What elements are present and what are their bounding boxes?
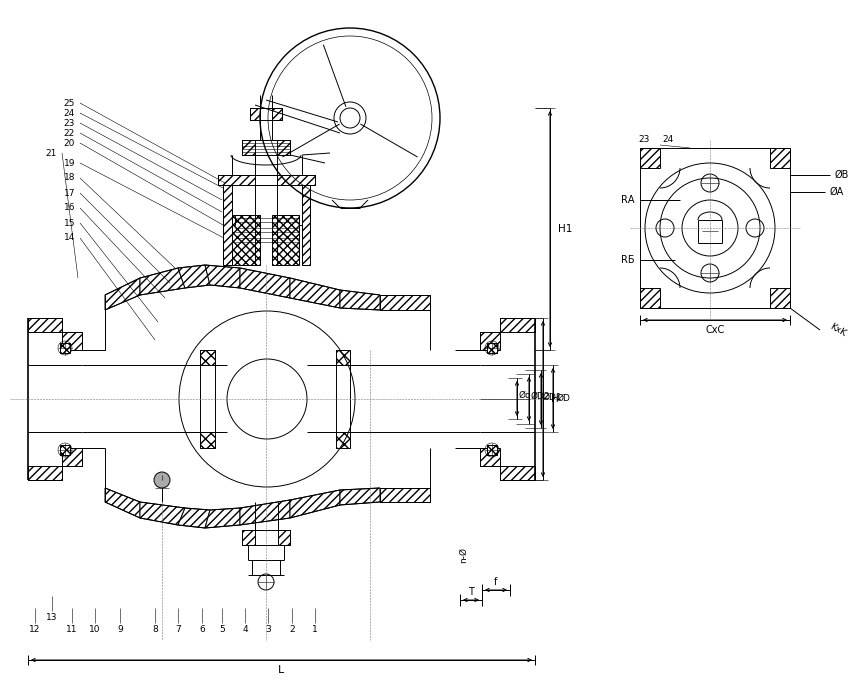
Text: T: T [468, 587, 474, 597]
Polygon shape [60, 445, 70, 455]
Polygon shape [640, 288, 660, 308]
Polygon shape [487, 343, 497, 353]
Text: 17: 17 [63, 189, 75, 198]
Text: 11: 11 [67, 626, 78, 635]
Polygon shape [140, 502, 185, 525]
Polygon shape [60, 343, 70, 353]
Polygon shape [62, 448, 82, 466]
Text: 18: 18 [63, 173, 75, 182]
Text: 12: 12 [29, 626, 41, 635]
Text: RБ: RБ [621, 255, 635, 265]
Polygon shape [272, 215, 299, 265]
Text: 15: 15 [63, 219, 75, 227]
Polygon shape [223, 185, 232, 265]
Polygon shape [200, 350, 215, 365]
Text: 25: 25 [64, 99, 75, 108]
Text: 9: 9 [118, 626, 123, 635]
Polygon shape [242, 140, 255, 155]
Text: ØD2: ØD2 [531, 391, 550, 401]
Polygon shape [272, 108, 282, 120]
Polygon shape [770, 148, 790, 168]
Text: 20: 20 [64, 138, 75, 147]
Polygon shape [205, 265, 240, 288]
Polygon shape [380, 488, 430, 502]
Polygon shape [336, 350, 350, 365]
Text: 23: 23 [638, 136, 650, 145]
Polygon shape [205, 508, 240, 528]
Text: 23: 23 [64, 119, 75, 127]
Polygon shape [290, 490, 340, 518]
Polygon shape [302, 185, 310, 265]
Text: 1: 1 [312, 626, 318, 635]
Polygon shape [242, 530, 255, 545]
Text: KxK: KxK [828, 322, 848, 338]
Text: 16: 16 [63, 203, 75, 212]
Polygon shape [232, 215, 260, 265]
Text: 4: 4 [242, 626, 248, 635]
Polygon shape [480, 448, 500, 466]
Text: 10: 10 [89, 626, 101, 635]
Text: ØA: ØA [830, 187, 844, 197]
Text: H: H [551, 394, 559, 404]
Polygon shape [277, 140, 290, 155]
Polygon shape [178, 265, 210, 288]
Polygon shape [487, 445, 497, 455]
Text: CxC: CxC [705, 325, 725, 335]
Polygon shape [340, 290, 380, 310]
Text: ØB: ØB [835, 170, 849, 180]
Text: H1: H1 [558, 224, 572, 234]
Text: 5: 5 [219, 626, 225, 635]
Text: f: f [494, 577, 498, 587]
Polygon shape [380, 295, 430, 310]
Text: 2: 2 [289, 626, 295, 635]
Polygon shape [770, 288, 790, 308]
Text: 22: 22 [64, 129, 75, 138]
Text: L: L [278, 665, 284, 675]
Text: 3: 3 [265, 626, 271, 635]
Polygon shape [105, 278, 140, 310]
Polygon shape [290, 278, 340, 308]
Polygon shape [640, 148, 660, 168]
Polygon shape [62, 332, 82, 350]
Polygon shape [250, 108, 260, 120]
Polygon shape [480, 332, 500, 350]
Polygon shape [28, 466, 62, 480]
Text: 21: 21 [46, 148, 57, 157]
Polygon shape [240, 500, 290, 525]
Text: ØD1: ØD1 [543, 393, 562, 401]
Polygon shape [218, 175, 255, 185]
Text: 24: 24 [64, 108, 75, 117]
Polygon shape [277, 175, 315, 185]
Polygon shape [340, 488, 380, 505]
Text: 24: 24 [662, 136, 673, 145]
Polygon shape [278, 530, 290, 545]
Text: 7: 7 [175, 626, 181, 635]
Polygon shape [28, 318, 62, 332]
Circle shape [154, 472, 170, 488]
Polygon shape [178, 508, 210, 528]
Polygon shape [336, 432, 350, 448]
Text: n-Ø: n-Ø [459, 547, 467, 563]
Text: RА: RА [621, 195, 635, 205]
Polygon shape [240, 268, 290, 298]
Polygon shape [200, 432, 215, 448]
Polygon shape [105, 488, 140, 518]
Text: 6: 6 [199, 626, 205, 635]
Text: 13: 13 [47, 614, 58, 623]
Text: 19: 19 [63, 159, 75, 168]
Text: 8: 8 [152, 626, 158, 635]
Polygon shape [500, 318, 535, 332]
Polygon shape [500, 466, 535, 480]
Polygon shape [140, 268, 185, 295]
Text: 14: 14 [64, 233, 75, 243]
Text: ØD: ØD [557, 394, 571, 403]
Text: Ød: Ød [519, 391, 531, 400]
